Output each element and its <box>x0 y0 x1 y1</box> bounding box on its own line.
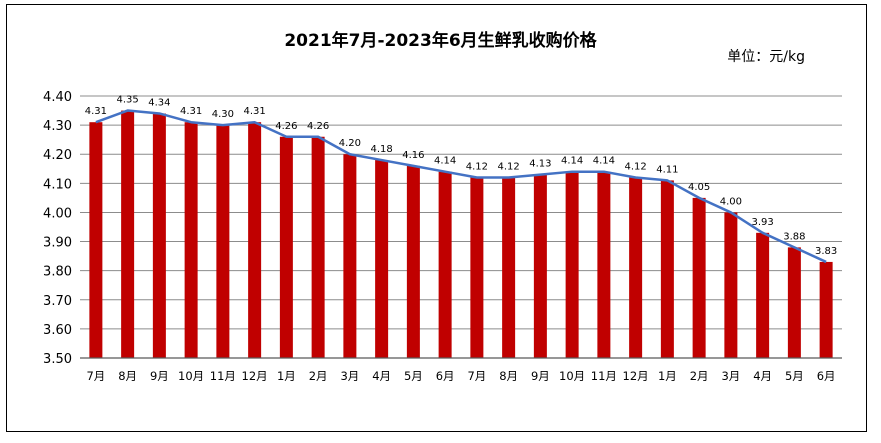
x-tick-label: 1月 <box>658 369 677 383</box>
unit-label: 单位：元/kg <box>727 49 805 65</box>
y-tick-label: 4.00 <box>43 206 72 221</box>
bar <box>787 247 801 358</box>
bar <box>533 174 547 358</box>
y-tick-label: 3.70 <box>43 294 72 309</box>
bar <box>724 212 738 358</box>
x-tick-label: 2月 <box>690 369 709 383</box>
x-tick-label: 10月 <box>559 369 585 383</box>
x-tick-label: 4月 <box>753 369 772 383</box>
x-tick-label: 1月 <box>277 369 296 383</box>
y-tick-label: 3.60 <box>43 323 72 338</box>
x-tick-label: 2月 <box>309 369 328 383</box>
x-tick-label: 9月 <box>531 369 550 383</box>
data-label: 4.31 <box>85 106 107 117</box>
bar <box>629 177 643 358</box>
bar <box>660 180 674 358</box>
bar <box>152 113 166 358</box>
data-label: 4.16 <box>402 150 424 161</box>
bar <box>343 154 357 358</box>
data-label: 4.14 <box>434 156 456 167</box>
bar <box>121 110 135 358</box>
data-label: 4.14 <box>561 156 583 167</box>
x-tick-label: 3月 <box>721 369 740 383</box>
bar <box>89 122 103 358</box>
data-label: 4.26 <box>307 121 329 132</box>
data-label: 4.31 <box>180 106 202 117</box>
bar <box>565 171 579 358</box>
x-tick-label: 9月 <box>150 369 169 383</box>
x-tick-label: 7月 <box>86 369 105 383</box>
x-tick-label: 8月 <box>499 369 518 383</box>
bar <box>470 177 484 358</box>
x-tick-label: 7月 <box>467 369 486 383</box>
data-label: 3.88 <box>783 231 805 242</box>
data-label: 4.12 <box>466 162 488 173</box>
bar <box>248 122 262 358</box>
x-tick-label: 10月 <box>178 369 204 383</box>
x-tick-label: 12月 <box>623 369 649 383</box>
trend-line <box>95 109 827 264</box>
x-tick-label: 8月 <box>118 369 137 383</box>
x-tick-label: 3月 <box>340 369 359 383</box>
data-label: 4.13 <box>529 159 551 170</box>
bar <box>819 261 833 358</box>
bar <box>597 171 611 358</box>
y-tick-label: 3.80 <box>43 265 72 280</box>
y-tick-label: 4.10 <box>43 177 72 192</box>
y-tick-label: 4.30 <box>43 119 72 134</box>
data-label: 3.83 <box>815 246 837 257</box>
bar <box>184 122 198 358</box>
data-label: 4.05 <box>688 182 710 193</box>
chart-frame <box>6 4 867 432</box>
x-tick-label: 11月 <box>210 369 236 383</box>
x-tick-label: 11月 <box>591 369 617 383</box>
data-label: 4.12 <box>624 162 646 173</box>
bar <box>279 136 293 358</box>
bar <box>502 177 516 358</box>
bar <box>756 232 770 358</box>
bar <box>406 165 420 358</box>
y-tick-label: 3.90 <box>43 236 72 251</box>
data-label: 4.35 <box>116 95 138 106</box>
x-tick-label: 12月 <box>242 369 268 383</box>
y-tick-label: 3.50 <box>43 352 72 367</box>
data-label: 4.18 <box>370 144 392 155</box>
x-tick-label: 5月 <box>404 369 423 383</box>
data-label: 3.93 <box>751 217 773 228</box>
data-label: 4.34 <box>148 97 170 108</box>
data-label: 4.12 <box>497 162 519 173</box>
data-label: 4.14 <box>593 156 615 167</box>
x-tick-label: 6月 <box>817 369 836 383</box>
data-label: 4.20 <box>339 138 361 149</box>
y-tick-label: 4.40 <box>43 90 72 105</box>
data-label: 4.11 <box>656 164 678 175</box>
data-label: 4.30 <box>212 109 234 120</box>
data-label: 4.00 <box>720 196 742 207</box>
bar <box>375 160 389 358</box>
bar <box>216 125 230 358</box>
x-tick-label: 5月 <box>785 369 804 383</box>
y-tick-label: 4.20 <box>43 148 72 163</box>
data-label: 4.31 <box>243 106 265 117</box>
bar <box>311 136 325 358</box>
chart-title: 2021年7月-2023年6月生鲜乳收购价格 <box>284 31 597 51</box>
bar <box>692 197 706 358</box>
data-label: 4.26 <box>275 121 297 132</box>
x-tick-label: 4月 <box>372 369 391 383</box>
bar <box>438 171 452 358</box>
x-tick-label: 6月 <box>436 369 455 383</box>
